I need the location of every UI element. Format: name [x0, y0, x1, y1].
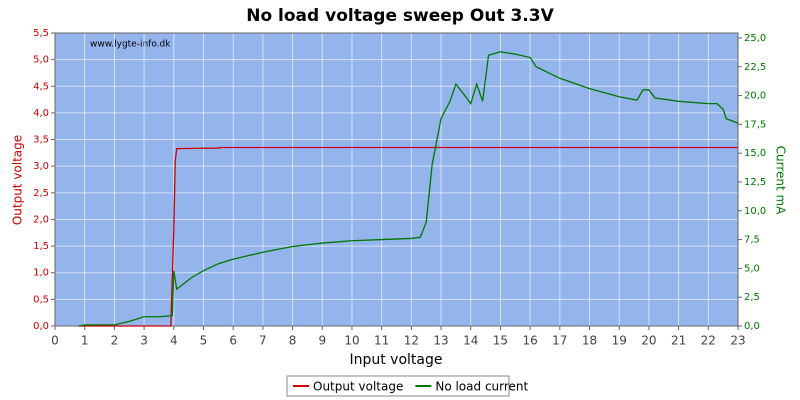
x-tick-label: 20: [641, 334, 656, 348]
y2-tick-label: 15,0: [744, 148, 766, 159]
x-tick-label: 4: [170, 334, 178, 348]
y2-tick-label: 17,5: [744, 119, 766, 130]
y-tick-label: 1,0: [33, 268, 49, 279]
chart-title: No load voltage sweep Out 3.3V: [246, 6, 554, 26]
x-tick-label: 2: [111, 334, 119, 348]
x-tick-label: 19: [612, 334, 627, 348]
y-tick-label: 2,0: [33, 214, 49, 225]
x-tick-label: 6: [229, 334, 237, 348]
x-tick-label: 0: [51, 334, 59, 348]
x-tick-label: 8: [289, 334, 297, 348]
x-tick-label: 21: [671, 334, 686, 348]
x-tick-label: 11: [374, 334, 389, 348]
y-tick-label: 5,5: [33, 28, 49, 39]
y2-tick-label: 5,0: [744, 263, 760, 274]
x-tick-label: 22: [701, 334, 716, 348]
legend-label: Output voltage: [313, 380, 403, 394]
y-tick-label: 4,5: [33, 81, 49, 92]
y-tick-label: 3,0: [33, 161, 49, 172]
series-line: [78, 146, 738, 327]
x-tick-label: 1: [81, 334, 89, 348]
y-axis-title: Output voltage: [11, 135, 25, 225]
y2-tick-label: 25,0: [744, 33, 766, 44]
x-tick-label: 9: [318, 334, 326, 348]
x-tick-label: 23: [730, 334, 745, 348]
x-tick-label: 14: [463, 334, 478, 348]
x-tick-label: 17: [552, 334, 567, 348]
y-tick-label: 2,5: [33, 188, 49, 199]
y-tick-label: 4,0: [33, 108, 49, 119]
y-tick-label: 0,0: [33, 321, 49, 332]
y-tick-label: 3,5: [33, 135, 49, 146]
y2-tick-label: 0,0: [744, 321, 760, 332]
y2-tick-label: 7,5: [744, 235, 760, 246]
x-tick-label: 13: [433, 334, 448, 348]
legend-box: [286, 375, 510, 397]
series-line: [78, 51, 739, 327]
x-tick-label: 18: [582, 334, 597, 348]
y-tick-label: 0,5: [33, 294, 49, 305]
x-tick-label: 12: [404, 334, 419, 348]
y2-tick-label: 10,0: [744, 206, 766, 217]
plot-area: [55, 33, 738, 326]
x-axis-title: Input voltage: [349, 352, 442, 368]
y2-tick-label: 2,5: [744, 292, 760, 303]
x-tick-label: 15: [493, 334, 508, 348]
x-tick-label: 16: [522, 334, 537, 348]
y2-tick-label: 20,0: [744, 91, 766, 102]
y-tick-label: 1,5: [33, 241, 49, 252]
watermark: www.lygte-info.dk: [90, 40, 171, 50]
x-tick-label: 3: [140, 334, 148, 348]
y2-tick-label: 22,5: [744, 62, 766, 73]
x-tick-label: 5: [200, 334, 208, 348]
plot-border: [54, 32, 739, 327]
y2-tick-label: 12,5: [744, 177, 766, 188]
x-tick-label: 7: [259, 334, 267, 348]
y2-axis-title: Current mA: [774, 146, 788, 216]
y-tick-label: 5,0: [33, 55, 49, 66]
x-tick-label: 10: [344, 334, 359, 348]
legend-label: No load current: [435, 380, 528, 394]
